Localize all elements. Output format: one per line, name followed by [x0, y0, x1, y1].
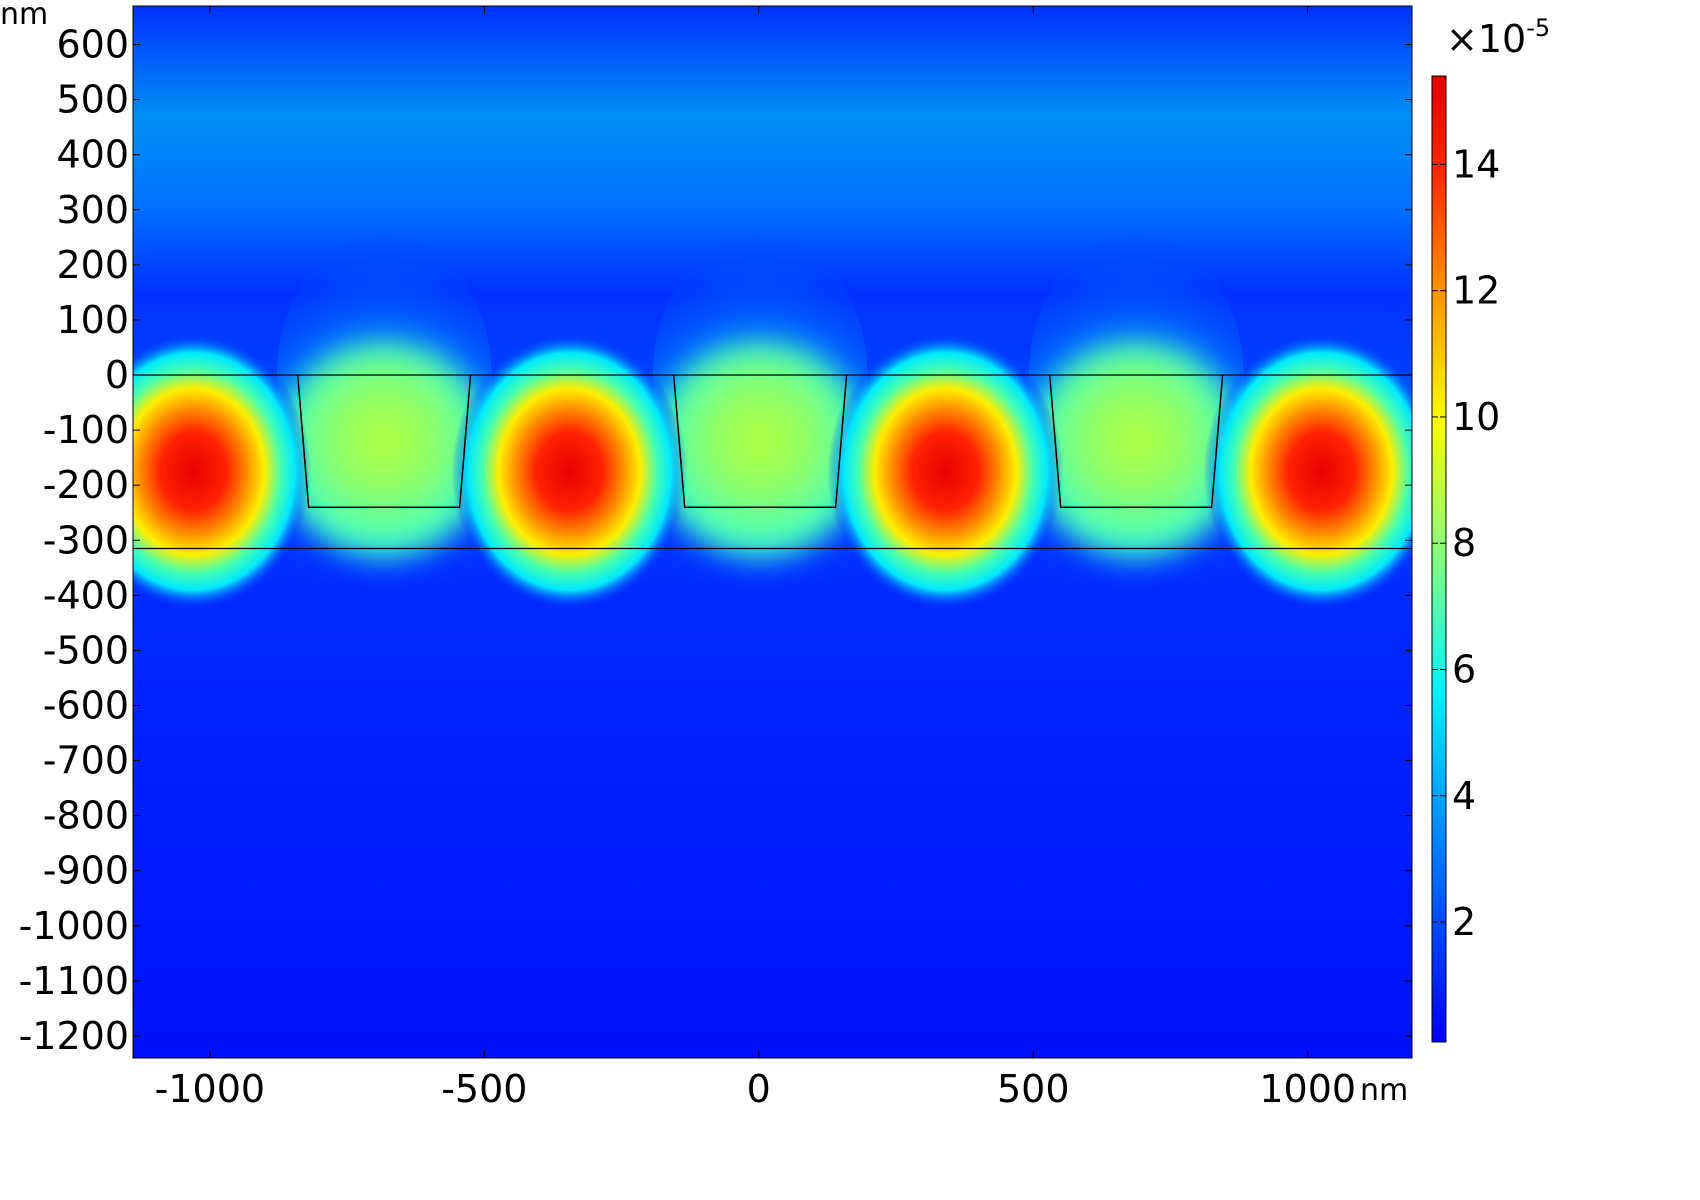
colorbar-tick-label: 8 — [1452, 521, 1476, 565]
y-tick-label: -100 — [43, 408, 129, 452]
grating-ridge-2 — [1048, 374, 1224, 508]
colorbar: 2 4 6 8 10 12 14 ×10-5 — [1431, 14, 1550, 1043]
ridge-glow-2 — [1028, 343, 1244, 559]
field-peak-2 — [827, 333, 1064, 610]
x-axis: -1000 -500 0 500 1000 — [155, 6, 1356, 1111]
y-axis-unit: nm — [0, 0, 48, 32]
y-tick-label: 300 — [56, 188, 129, 232]
colorbar-tick-label: 10 — [1452, 395, 1500, 439]
y-tick-label: -200 — [43, 463, 129, 507]
y-tick-label: 600 — [56, 23, 129, 67]
y-tick-label: -400 — [43, 573, 129, 617]
y-tick-label: -800 — [43, 794, 129, 838]
y-tick-label: -500 — [43, 628, 129, 672]
y-tick-label: 0 — [105, 353, 129, 397]
y-tick-label: 500 — [56, 78, 129, 122]
ridge-field — [276, 343, 1244, 559]
x-axis-unit: nm — [1360, 1073, 1408, 1108]
y-tick-label: 100 — [56, 298, 129, 342]
grating-ridge-1 — [672, 374, 848, 508]
y-tick-label: -700 — [43, 739, 129, 783]
y-tick-label: 400 — [56, 133, 129, 177]
x-tick-label: 0 — [747, 1067, 771, 1111]
x-tick-label: -500 — [441, 1067, 527, 1111]
y-tick-label: -900 — [43, 849, 129, 893]
colorbar-gradient — [1431, 75, 1447, 1043]
field-peak-1 — [451, 333, 688, 610]
colorbar-ticks: 2 4 6 8 10 12 14 — [1432, 142, 1500, 944]
colorbar-tick-label: 4 — [1452, 774, 1476, 818]
colorbar-tick-label: 12 — [1452, 269, 1500, 313]
y-tick-label: -600 — [43, 683, 129, 727]
ridge-glow-0 — [276, 343, 492, 559]
ridge-glow-1 — [652, 343, 868, 559]
colorbar-multiplier: ×10-5 — [1446, 14, 1550, 61]
y-tick-label: 200 — [56, 243, 129, 287]
y-axis: 600 500 400 300 200 100 0 -100 -200 -300 -400 -500 -… — [19, 23, 1412, 1058]
plot-area — [133, 6, 1412, 1058]
structure-outlines — [133, 374, 1412, 550]
y-tick-label: -1000 — [19, 904, 129, 948]
field-peak-0 — [133, 333, 312, 610]
colorbar-multiplier-exponent: -5 — [1526, 14, 1550, 42]
y-tick-label: -1200 — [19, 1014, 129, 1058]
field-peaks — [133, 333, 1412, 610]
y-tick-label: -300 — [43, 518, 129, 562]
x-tick-label: -1000 — [155, 1067, 265, 1111]
colorbar-tick-label: 14 — [1452, 142, 1500, 186]
colorbar-tick-label: 6 — [1452, 647, 1476, 691]
field-peak-3 — [1203, 333, 1412, 610]
colorbar-tick-label: 2 — [1452, 900, 1476, 944]
y-tick-label: -1100 — [19, 959, 129, 1003]
x-tick-label: 500 — [997, 1067, 1070, 1111]
plot-frame — [132, 5, 1413, 1059]
grating-ridge-0 — [296, 374, 472, 508]
colorbar-multiplier-base: ×10 — [1446, 17, 1526, 61]
x-tick-label: 1000 — [1259, 1067, 1356, 1111]
